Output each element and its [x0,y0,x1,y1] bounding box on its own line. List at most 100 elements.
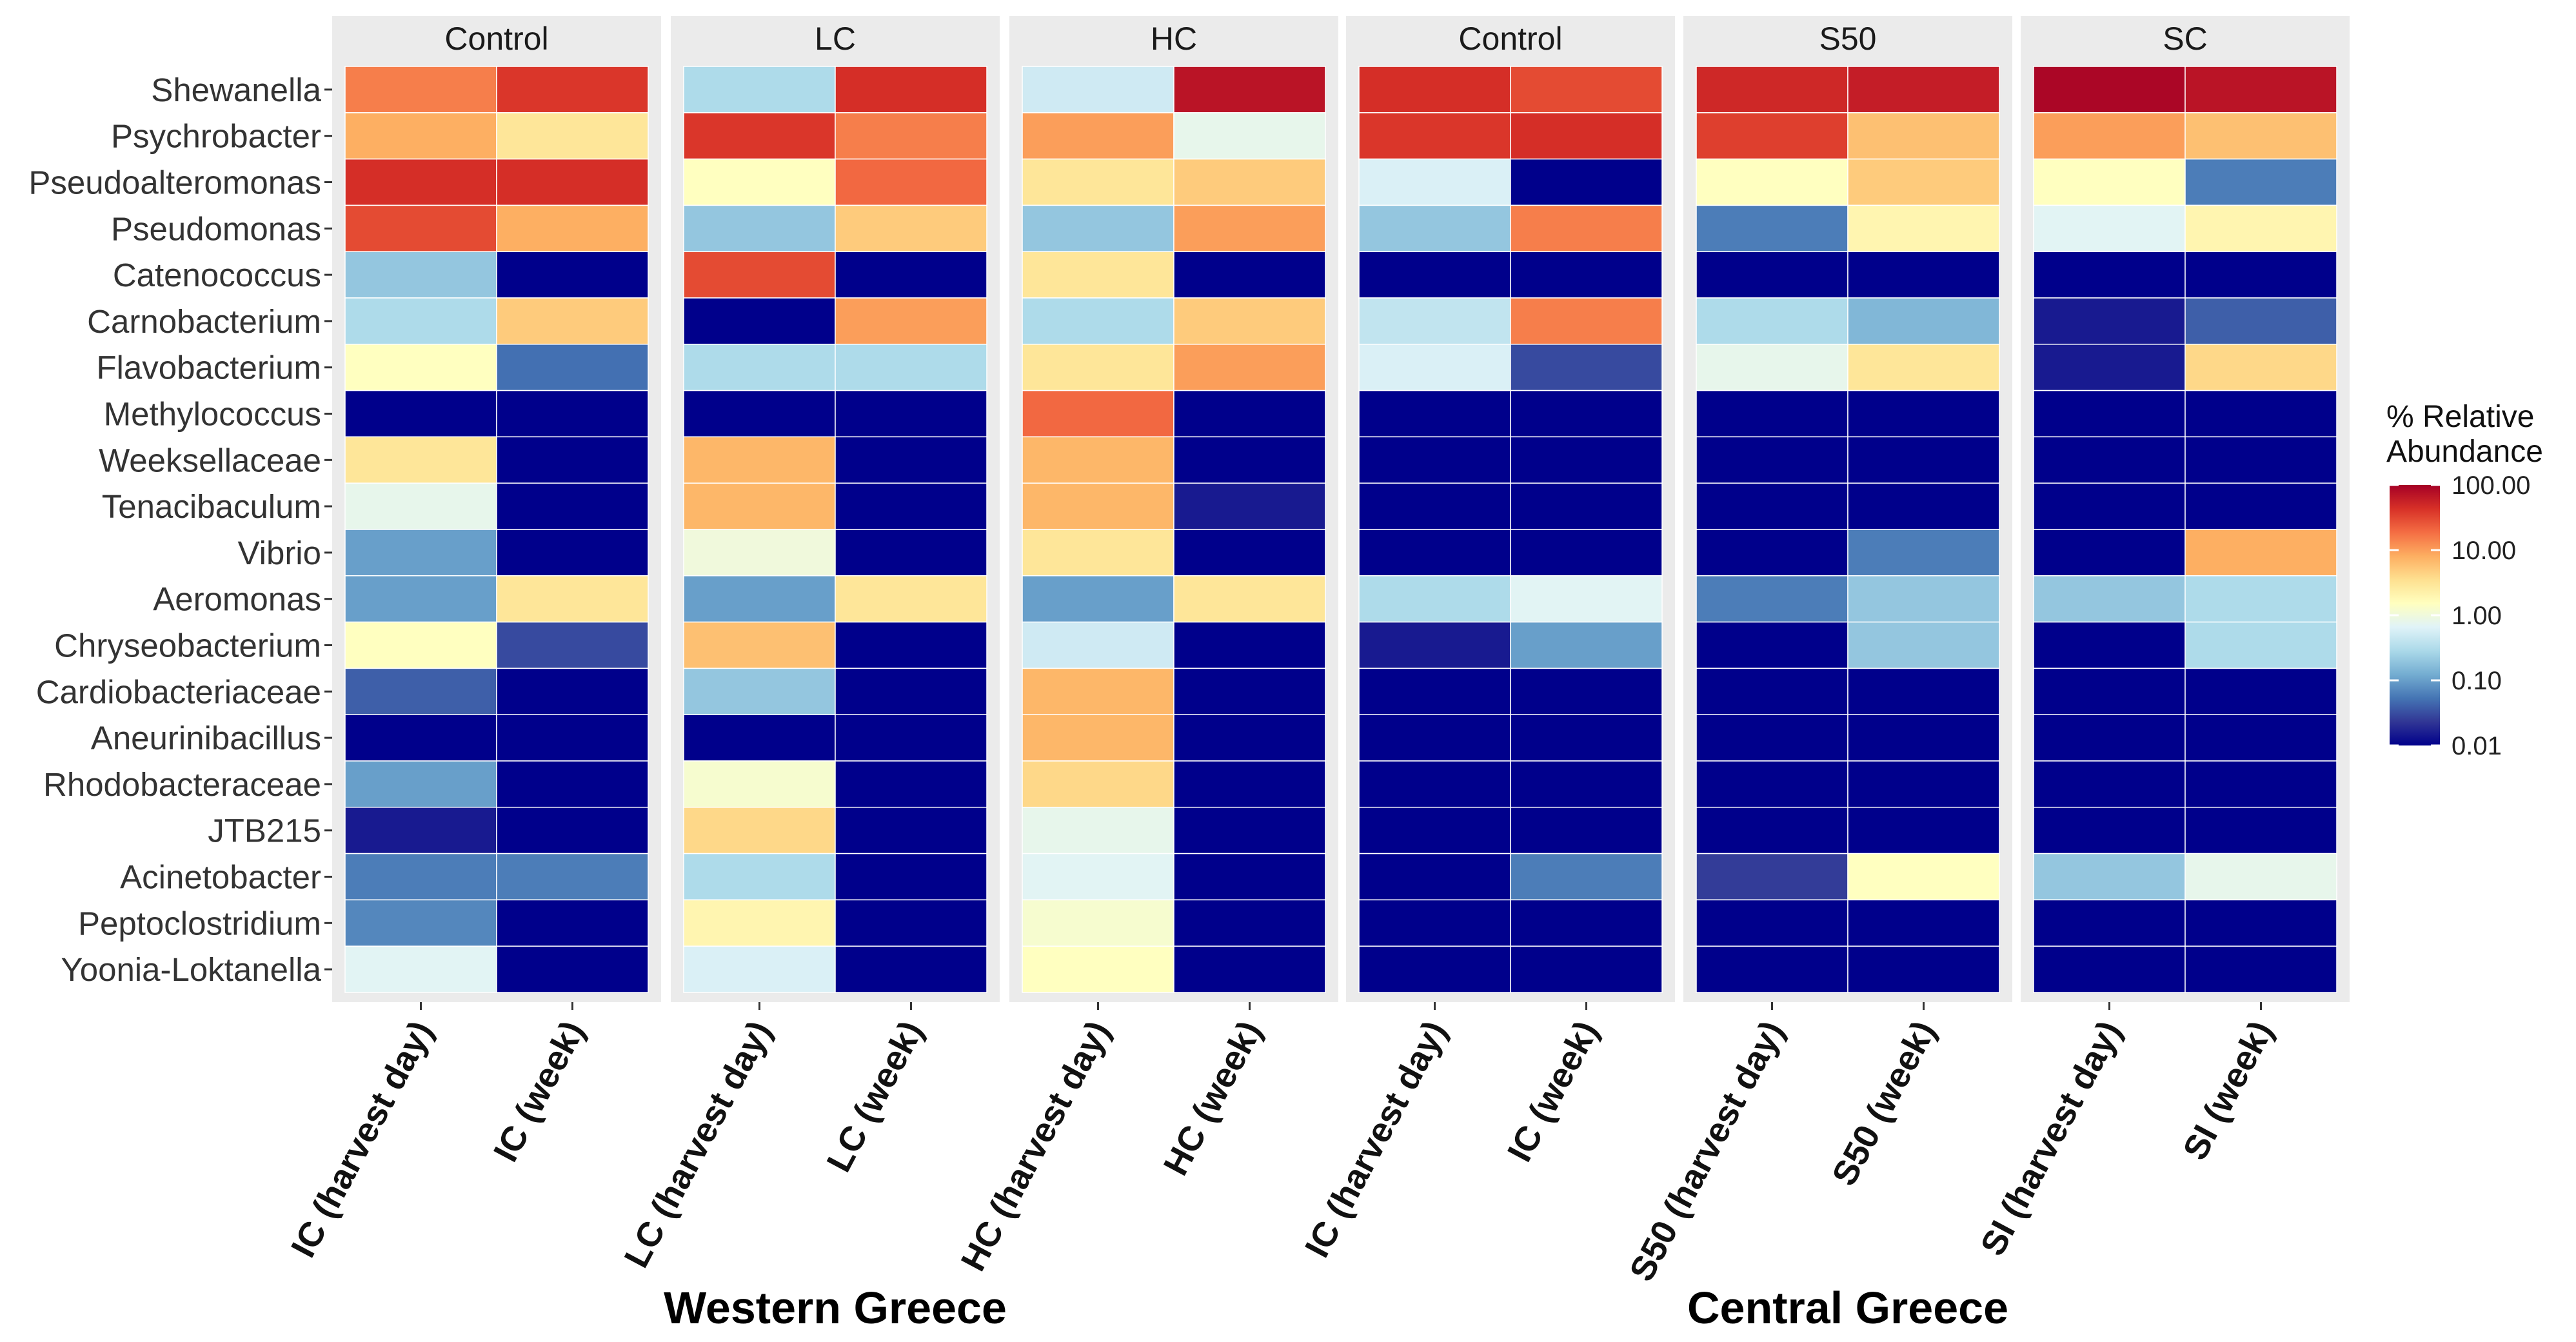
heatmap-cell [496,344,649,391]
legend-tick-label: 10.00 [2452,537,2516,565]
heatmap-cell [1173,807,1326,854]
heatmap-cell [496,945,649,993]
heatmap-cell [1022,575,1174,623]
heatmap-cell [1173,482,1326,530]
heatmap-cell [344,760,497,808]
heatmap-cell [1847,945,2000,993]
heatmap-cell [683,66,836,113]
heatmap-cell [1358,945,1511,993]
heatmap-cell [1022,482,1174,530]
heatmap-cell [2033,667,2186,715]
heatmap-cell [683,667,836,715]
heatmap-cell [1847,390,2000,438]
y-tick-label: Shewanella [151,72,321,108]
heatmap-cell [1510,344,1663,391]
heatmap-cell [1173,945,1326,993]
heatmap-cell [1847,251,2000,299]
y-tick-label: Rhodobacteraceae [43,766,321,803]
heatmap-cell [1173,899,1326,947]
heatmap-cell [683,112,836,160]
panel-strip-label: SC [2163,21,2207,57]
heatmap-cell [835,945,987,993]
heatmap-cell [1022,158,1174,206]
heatmap-cell [1510,251,1663,299]
heatmap-cell [835,344,987,391]
heatmap-cell [1847,807,2000,854]
heatmap-cell [1358,297,1511,345]
heatmap-cell [1510,297,1663,345]
heatmap-cell [2033,621,2186,669]
heatmap-cell [1696,482,1848,530]
heatmap-cell [1173,158,1326,206]
heatmap-cell [1847,297,2000,345]
heatmap-cell [1696,297,1848,345]
heatmap-cell [1358,899,1511,947]
heatmap-cell [2033,436,2186,484]
heatmap-cell [1173,714,1326,762]
y-tick-label: Chryseobacterium [54,627,321,664]
heatmap-cell [2033,714,2186,762]
heatmap-cell [1696,204,1848,252]
heatmap-cell [344,714,497,762]
heatmap-cell [1847,760,2000,808]
heatmap-cell [835,436,987,484]
panel-strip-label: S50 [1819,21,1877,57]
heatmap-cell [2185,297,2337,345]
heatmap-cell [344,807,497,854]
heatmap-cell [1173,667,1326,715]
x-tick-label: IC (week) [486,1014,592,1167]
heatmap-cell [344,66,497,113]
heatmap-cell [1847,344,2000,391]
region-label-western-greece: Western Greece [664,1283,1007,1333]
heatmap-cell [1510,575,1663,623]
y-tick-label: Aneurinibacillus [91,720,321,756]
x-tick-label: SI (harvest day) [1973,1014,2129,1261]
heatmap-cell [2185,390,2337,438]
heatmap-cell [2033,158,2186,206]
y-tick-label: Weeksellaceae [99,442,321,479]
x-tick-label: LC (harvest day) [617,1014,779,1274]
x-tick-label: LC (week) [819,1014,931,1178]
heatmap-cell [1173,112,1326,160]
panel-strip-label: LC [815,21,856,57]
y-tick-label: Methylococcus [104,396,321,433]
legend-tick-label: 1.00 [2452,602,2502,630]
heatmap-cell [496,204,649,252]
heatmap-cell [2185,251,2337,299]
heatmap-cell [344,204,497,252]
panel-3-hc: HC HC (harvest day) HC (week) [954,16,1338,1278]
y-tick-label: Vibrio [238,535,321,571]
heatmap-cell [1358,390,1511,438]
heatmap-cell [496,807,649,854]
heatmap-cell [2033,575,2186,623]
panel-strip-bg [671,16,1000,61]
heatmap-cell [1847,853,2000,901]
panel-4-control: Control IC (harvest day) IC (week) [1298,16,1675,1263]
y-tick-label: Acinetobacter [120,859,321,896]
heatmap-cell [683,482,836,530]
heatmap-cell [1696,760,1848,808]
heatmap-cell [1173,575,1326,623]
heatmap-cell [683,158,836,206]
heatmap-cell [1022,945,1174,993]
heatmap-cell [2033,344,2186,391]
heatmap-cell [683,390,836,438]
heatmap-cell [344,667,497,715]
y-tick-label: Flavobacterium [96,350,321,386]
heatmap-cell [496,667,649,715]
heatmap-cell [683,621,836,669]
heatmap-cell [1173,621,1326,669]
heatmap-cell [344,251,497,299]
heatmap-cell [1696,251,1848,299]
heatmap-cell [835,807,987,854]
heatmap-cell [496,899,649,947]
legend-title: % Relative [2386,400,2534,434]
y-tick-label: Pseudomonas [111,210,321,247]
heatmap-cell [1847,66,2000,113]
heatmap-cell [1358,807,1511,854]
heatmap-cell [2185,436,2337,484]
heatmap-cell [1022,251,1174,299]
heatmap-cell [1847,436,2000,484]
heatmap-cell [835,853,987,901]
heatmap-cell [1358,760,1511,808]
